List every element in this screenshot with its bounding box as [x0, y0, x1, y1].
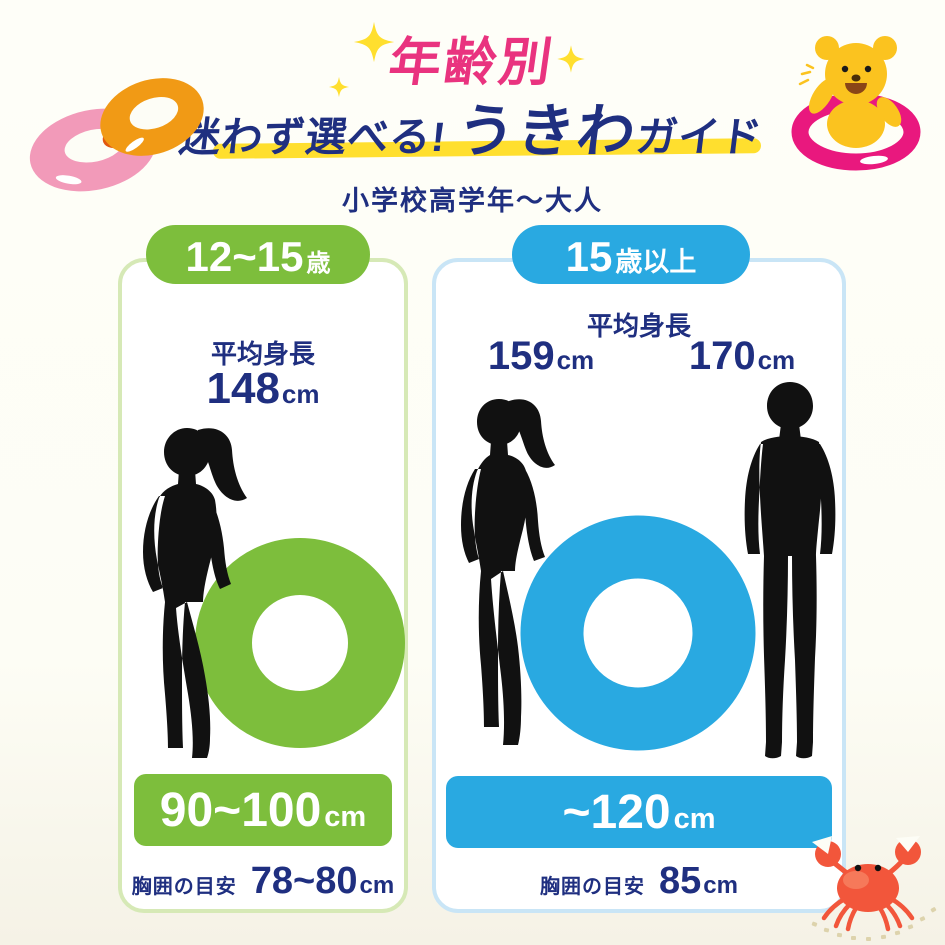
- height-unit: cm: [556, 345, 595, 375]
- ring-size-band: ~120 cm: [446, 776, 832, 848]
- age-range: 12~15: [185, 233, 304, 280]
- age-suffix: 歳: [306, 250, 331, 277]
- avg-height-value-female: 159 cm: [466, 334, 616, 379]
- chest-value: 78~80: [250, 860, 358, 902]
- ring-size-unit: cm: [324, 801, 367, 833]
- age-suffix: 歳以上: [615, 247, 697, 277]
- chest-measurement: 胸囲の目安 85cm: [436, 860, 842, 903]
- height-number: 159: [487, 334, 555, 378]
- chest-label: 胸囲の目安: [131, 876, 237, 898]
- avg-height-value-male: 170 cm: [662, 334, 822, 379]
- height-number: 148: [206, 364, 280, 413]
- height-unit: cm: [757, 345, 796, 375]
- swim-rings-icon: [29, 78, 204, 192]
- swim-ring-blue-icon: [520, 515, 756, 751]
- crab-icon: [811, 836, 937, 941]
- bear-mascot-icon: [791, 36, 921, 171]
- swim-ring-green-icon: [195, 538, 405, 748]
- age-range: 15: [565, 233, 613, 280]
- title-emphasis: うきわ: [453, 99, 642, 164]
- age-badge-12-15: 12~15 歳: [146, 225, 370, 284]
- age-card-15-plus: 平均身長 159 cm 170 cm ~120 cm 胸囲の目安 85cm: [432, 258, 846, 913]
- avg-height-label: 平均身長: [210, 339, 315, 369]
- sparkle-icon: [557, 45, 585, 73]
- chest-measurement: 胸囲の目安 78~80cm: [122, 860, 404, 903]
- sparkle-icon: [328, 76, 350, 98]
- ring-size-value: 90~100: [159, 784, 322, 837]
- girl-silhouette-icon: [143, 428, 247, 758]
- chest-unit: cm: [359, 872, 395, 899]
- ring-size-unit: cm: [673, 803, 716, 835]
- age-card-12-15: 平均身長 148 cm 90~100 cm 胸囲の目安 78~80cm: [118, 258, 408, 913]
- height-number: 170: [688, 334, 756, 378]
- chest-value: 85: [659, 860, 702, 902]
- man-silhouette-icon: [744, 382, 836, 759]
- title-tail: ガイド: [633, 114, 766, 160]
- woman-silhouette-icon: [461, 399, 555, 745]
- chest-label: 胸囲の目安: [540, 876, 646, 898]
- audience-subtitle: 小学校高学年～大人: [342, 186, 603, 216]
- avg-height-value: 148 cm: [122, 364, 404, 414]
- audience-subtitle-row: 小学校高学年～大人: [0, 179, 945, 218]
- height-unit: cm: [281, 379, 320, 409]
- ring-size-band: 90~100 cm: [134, 774, 392, 846]
- ring-size-value: ~120: [562, 786, 671, 839]
- sparkle-icon: [353, 21, 395, 63]
- avg-height-label: 平均身長: [586, 311, 691, 341]
- chest-unit: cm: [703, 872, 738, 899]
- age-badge-15-plus: 15 歳以上: [512, 225, 750, 284]
